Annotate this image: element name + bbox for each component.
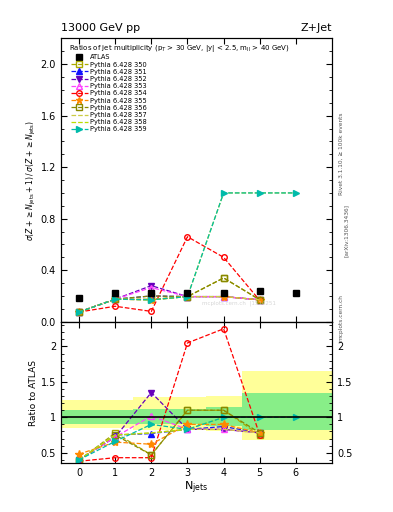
Text: 13000 GeV pp: 13000 GeV pp xyxy=(61,23,140,33)
Text: [arXiv:1306.3436]: [arXiv:1306.3436] xyxy=(344,204,349,257)
Text: mcplots.cern.ch: mcplots.cern.ch xyxy=(339,294,344,341)
Text: Ratios of jet multiplicity (p$_{T}$ > 30 GeV, |y| < 2.5, m$_{\rm ll}$ > 40 GeV): Ratios of jet multiplicity (p$_{T}$ > 30… xyxy=(69,42,290,54)
Legend: ATLAS, Pythia 6.428 350, Pythia 6.428 351, Pythia 6.428 352, Pythia 6.428 353, P: ATLAS, Pythia 6.428 350, Pythia 6.428 35… xyxy=(70,53,149,134)
Text: Rivet 3.1.10, ≥ 100k events: Rivet 3.1.10, ≥ 100k events xyxy=(339,112,344,195)
X-axis label: N$_{\rm jets}$: N$_{\rm jets}$ xyxy=(184,480,209,496)
Y-axis label: Ratio to ATLAS: Ratio to ATLAS xyxy=(29,359,38,425)
Text: Z+Jet: Z+Jet xyxy=(301,23,332,33)
Y-axis label: $\sigma(Z + \geq N_{\rm jets}+1)\,/\,\sigma(Z + \geq N_{\rm jets})$: $\sigma(Z + \geq N_{\rm jets}+1)\,/\,\si… xyxy=(25,119,38,241)
Text: mcplots.cern.ch  |1514251: mcplots.cern.ch |1514251 xyxy=(202,301,276,306)
